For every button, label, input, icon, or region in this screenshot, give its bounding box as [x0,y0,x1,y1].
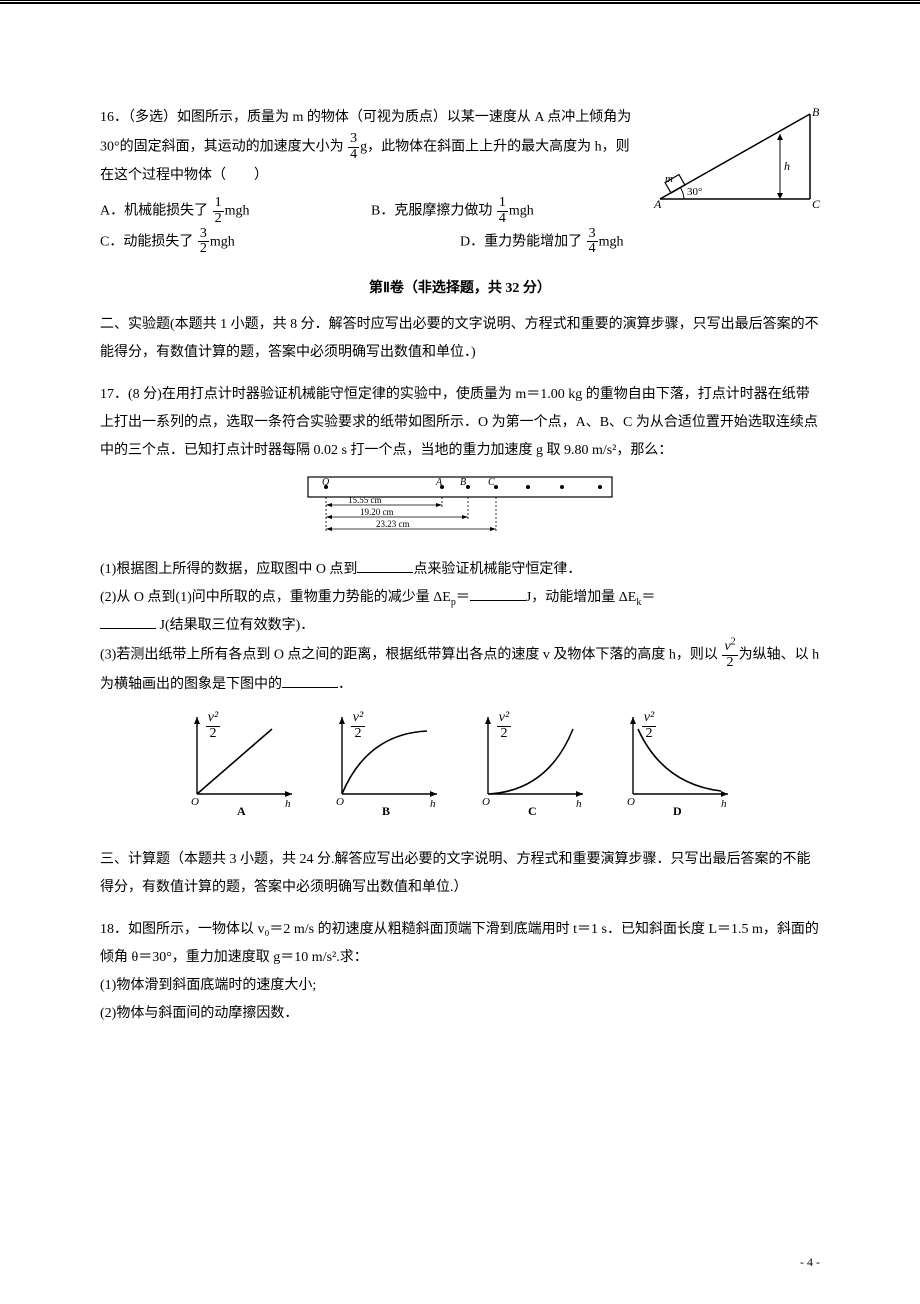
question-16: 30° A B C m h 16．（多选）如图所示，质量为 m 的物体（可视为质… [100,104,820,257]
svg-text:B: B [460,477,466,488]
q18-part1: (1)物体滑到斜面底端时的速度大小; [100,972,820,1000]
blank-input[interactable] [357,558,413,573]
fig-angle: 30° [687,186,702,198]
svg-text:23.23 cm: 23.23 cm [376,519,410,529]
fig-A: A [653,197,662,211]
svg-text:O: O [336,796,344,808]
question-17: 17．(8 分)在用打点计时器验证机械能守恒定律的实验中，使质量为 m＝1.00… [100,381,820,829]
svg-text:O: O [482,796,490,808]
chart-A: O h v²2 A [177,709,307,819]
blank-input[interactable] [100,614,156,629]
svg-text:h: h [285,798,291,810]
svg-text:B: B [382,804,390,818]
svg-text:O: O [191,796,199,808]
chart-B: O h v²2 B [322,709,452,819]
fig-C: C [812,197,820,211]
q17-part1: (1)根据图上所得的数据，应取图中 O 点到点来验证机械能守恒定律． [100,556,820,584]
q16-option-B: B．克服摩擦力做功 14mgh [371,196,642,226]
svg-text:19.20 cm: 19.20 cm [360,507,394,517]
q17-part3: (3)若测出纸带上所有各点到 O 点之间的距离，根据纸带算出各点的速度 v 及物… [100,640,820,698]
incline-figure: 30° A B C m h [650,104,820,214]
q18-part2: (2)物体与斜面间的动摩擦因数． [100,1000,820,1028]
svg-text:15.55 cm: 15.55 cm [348,495,382,505]
fig-m: m [665,173,673,185]
blank-input[interactable] [470,586,526,601]
svg-text:h: h [721,798,727,810]
charts-row: O h v²2 A O h v²2 B [100,709,820,830]
chart-C: O h v²2 C [468,709,598,819]
page-number: - 4 - [800,1250,820,1274]
chart-D: O h v²2 D [613,709,743,819]
q17-part2: (2)从 O 点到(1)问中所取的点，重物重力势能的减少量 ΔEp＝J，动能增加… [100,584,820,640]
section-3-intro: 三、计算题（本题共 3 小题，共 24 分.解答应写出必要的文字说明、方程式和重… [100,846,820,902]
svg-text:O: O [322,477,329,488]
q16-option-C: C．动能损失了 32mgh [100,227,460,257]
svg-text:C: C [528,804,537,818]
fig-h: h [784,159,790,173]
svg-text:A: A [435,477,443,488]
svg-text:h: h [430,798,436,810]
fig-B: B [812,105,820,119]
tape-figure: O A B C 15.55 cm [100,473,820,548]
q16-option-D: D．重力势能增加了 34mgh [460,227,820,257]
blank-input[interactable] [282,673,338,688]
svg-text:h: h [576,798,582,810]
section-2-intro: 二、实验题(本题共 1 小题，共 8 分．解答时应写出必要的文字说明、方程式和重… [100,311,820,367]
svg-text:D: D [673,804,682,818]
question-18: 18．如图所示，一物体以 v₀＝2 m/s 的初速度从粗糙斜面顶端下滑到底端用时… [100,916,820,1028]
svg-text:O: O [627,796,635,808]
q16-option-A: A．机械能损失了 12mgh [100,196,371,226]
q16-frac-34: 3 4 [348,132,359,162]
q17-stem: 17．(8 分)在用打点计时器验证机械能守恒定律的实验中，使质量为 m＝1.00… [100,381,820,465]
section-2-title: 第Ⅱ卷（非选择题，共 32 分） [100,275,820,303]
q18-stem: 18．如图所示，一物体以 v₀＝2 m/s 的初速度从粗糙斜面顶端下滑到底端用时… [100,916,820,972]
svg-text:C: C [488,477,495,488]
svg-text:A: A [237,804,246,818]
